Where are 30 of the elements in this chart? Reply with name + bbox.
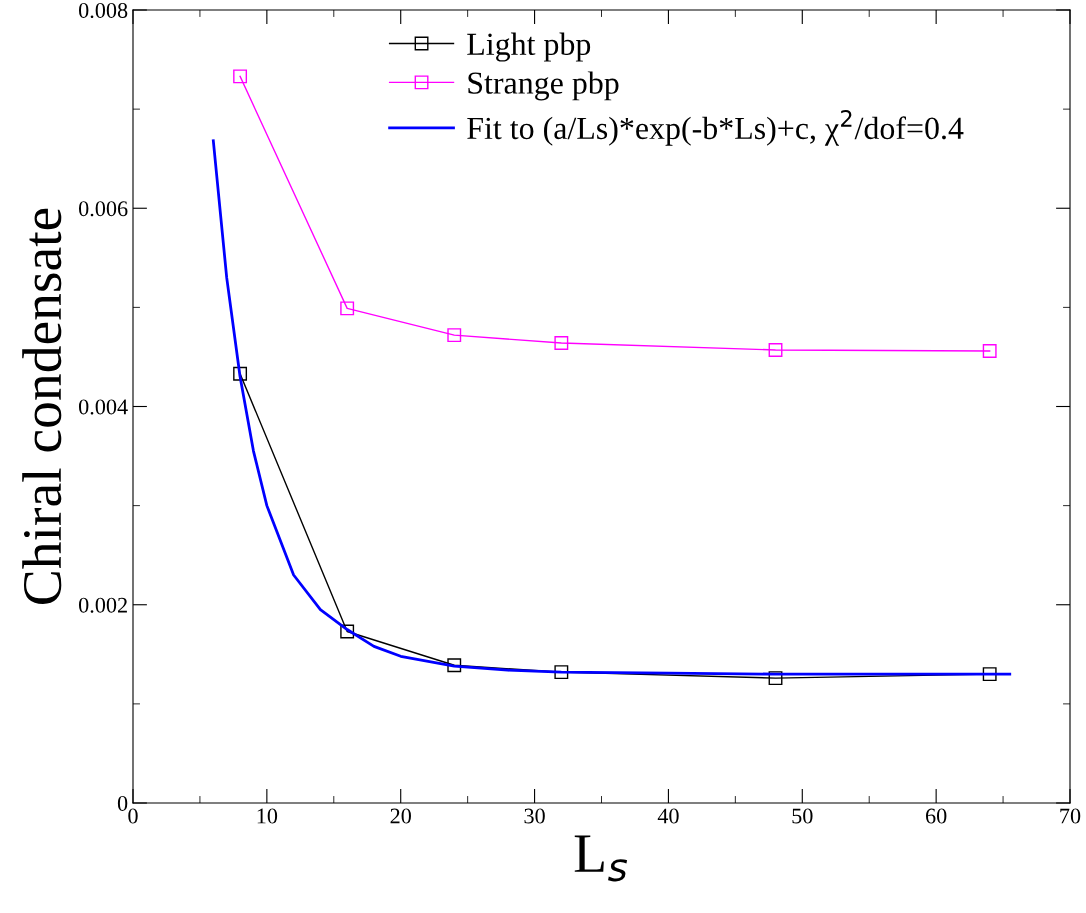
x-tick-label: 50	[792, 808, 813, 824]
point	[447, 328, 462, 343]
y-tick-label: 0	[117, 795, 128, 811]
y-axis-title: Chiral condensate	[22, 208, 62, 604]
legend-label: Strange pbp	[468, 71, 619, 101]
x-axis-title: L$_{s}$	[574, 835, 628, 882]
point	[768, 343, 783, 357]
point	[554, 665, 569, 680]
x-tick-label: 10	[257, 808, 278, 824]
x-tick-label: 40	[657, 808, 679, 824]
point	[233, 69, 248, 84]
x-tick-label: 30	[524, 808, 545, 824]
legend-label: Fit to (a/Ls)*exp(-b*Ls)+c, χ$^{2}$/dof=0.4	[467, 110, 964, 146]
point	[340, 624, 355, 639]
point	[233, 366, 248, 381]
point	[768, 671, 783, 686]
point	[982, 344, 997, 358]
y-tick-label: 0.008	[78, 2, 128, 19]
x-tick-label: 20	[390, 808, 411, 824]
y-tick-label: 0.004	[78, 399, 128, 415]
point	[447, 658, 462, 673]
point	[554, 336, 569, 351]
y-tick-label: 0.002	[78, 597, 127, 613]
point	[340, 301, 355, 316]
y-tick-label: 0.006	[78, 201, 128, 217]
point	[982, 667, 997, 682]
x-tick-label: 0	[128, 808, 138, 824]
x-tick-label: 70	[1060, 808, 1081, 824]
legend-label: Light pbp	[467, 32, 591, 62]
x-tick-label: 60	[925, 808, 947, 824]
